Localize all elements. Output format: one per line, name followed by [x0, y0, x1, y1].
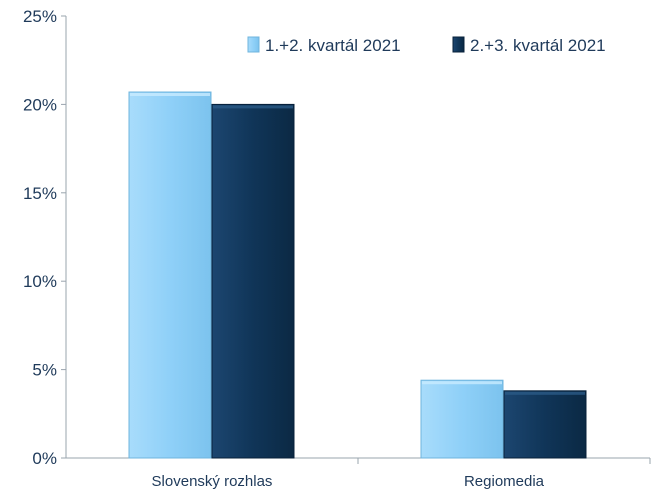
y-tick-label: 20%: [23, 95, 57, 114]
x-category-label: Regiomedia: [464, 473, 545, 490]
bar-series-1-1: [420, 379, 504, 459]
bar-series-1-0: [128, 91, 212, 459]
y-tick-label: 5%: [32, 361, 57, 380]
legend-label-1: 1.+2. kvartál 2021: [265, 36, 401, 55]
y-tick-label: 10%: [23, 272, 57, 291]
x-category-label: Slovenský rozhlas: [152, 473, 273, 490]
legend-swatch-1: [247, 36, 260, 53]
y-tick-label: 15%: [23, 184, 57, 203]
bar-highlight: [213, 105, 293, 109]
y-tick-label: 0%: [32, 449, 57, 468]
bar-highlight: [505, 391, 585, 395]
bar-series-2-0: [211, 103, 295, 459]
y-axis-ticks: 0% 5% 10% 15% 20% 25%: [23, 7, 66, 468]
bar-highlight: [422, 381, 502, 385]
legend: 1.+2. kvartál 2021 2.+3. kvartál 2021: [247, 36, 606, 55]
y-tick-label: 25%: [23, 7, 57, 26]
legend-swatch-2: [452, 36, 465, 53]
category-labels: Slovenský rozhlas Regiomedia: [152, 473, 545, 490]
bar-highlight: [130, 93, 210, 97]
bars: [128, 91, 587, 459]
bar-series-2-1: [503, 390, 587, 459]
legend-label-2: 2.+3. kvartál 2021: [470, 36, 606, 55]
